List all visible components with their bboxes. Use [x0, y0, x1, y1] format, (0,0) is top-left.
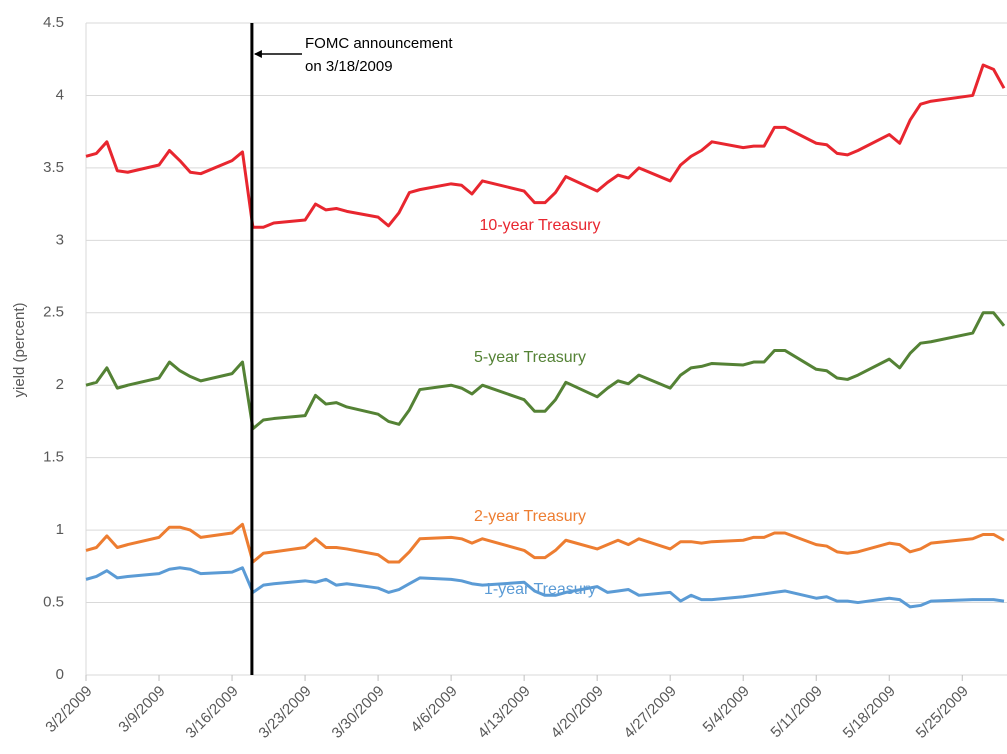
- x-tick-label: 5/4/2009: [700, 683, 753, 736]
- series-label: 1-year Treasury: [484, 581, 596, 598]
- x-tick-label: 4/20/2009: [548, 683, 607, 742]
- y-tick-label: 4: [56, 86, 64, 103]
- y-tick-label: 3: [56, 231, 64, 248]
- x-tick-label: 5/18/2009: [840, 683, 899, 742]
- y-tick-label: 0.5: [43, 594, 64, 611]
- series-line: [85, 63, 1006, 229]
- y-tick-label: 3.5: [43, 159, 64, 176]
- series-label: 2-year Treasury: [474, 508, 586, 525]
- y-tick-label: 2: [56, 376, 64, 393]
- y-tick-label: 4.5: [43, 14, 64, 31]
- x-tick-label: 5/25/2009: [913, 683, 972, 742]
- x-tick-label: 5/11/2009: [767, 683, 825, 741]
- series-line: [85, 311, 1006, 431]
- x-tick-label: 3/23/2009: [255, 683, 314, 742]
- y-tick-label: 1: [56, 521, 64, 538]
- x-tick-label: 3/16/2009: [182, 683, 241, 742]
- x-tick-label: 4/6/2009: [407, 683, 460, 736]
- series-line: [85, 522, 1005, 564]
- y-tick-label: 2.5: [43, 304, 64, 321]
- y-tick-label: 1.5: [43, 449, 64, 466]
- x-tick-label: 3/30/2009: [329, 683, 388, 742]
- series-label: 10-year Treasury: [480, 217, 601, 234]
- annotation-text: on 3/18/2009: [305, 58, 393, 75]
- y-axis-label: yield (percent): [11, 302, 28, 397]
- x-tick-label: 4/27/2009: [621, 683, 680, 742]
- x-tick-label: 4/13/2009: [475, 683, 534, 742]
- x-tick-label: 3/9/2009: [115, 683, 168, 736]
- y-tick-label: 0: [56, 666, 64, 683]
- annotation-text: FOMC announcement: [305, 35, 453, 52]
- series-label: 5-year Treasury: [474, 349, 586, 366]
- x-tick-label: 3/2/2009: [42, 683, 95, 736]
- series-line: [85, 566, 1005, 609]
